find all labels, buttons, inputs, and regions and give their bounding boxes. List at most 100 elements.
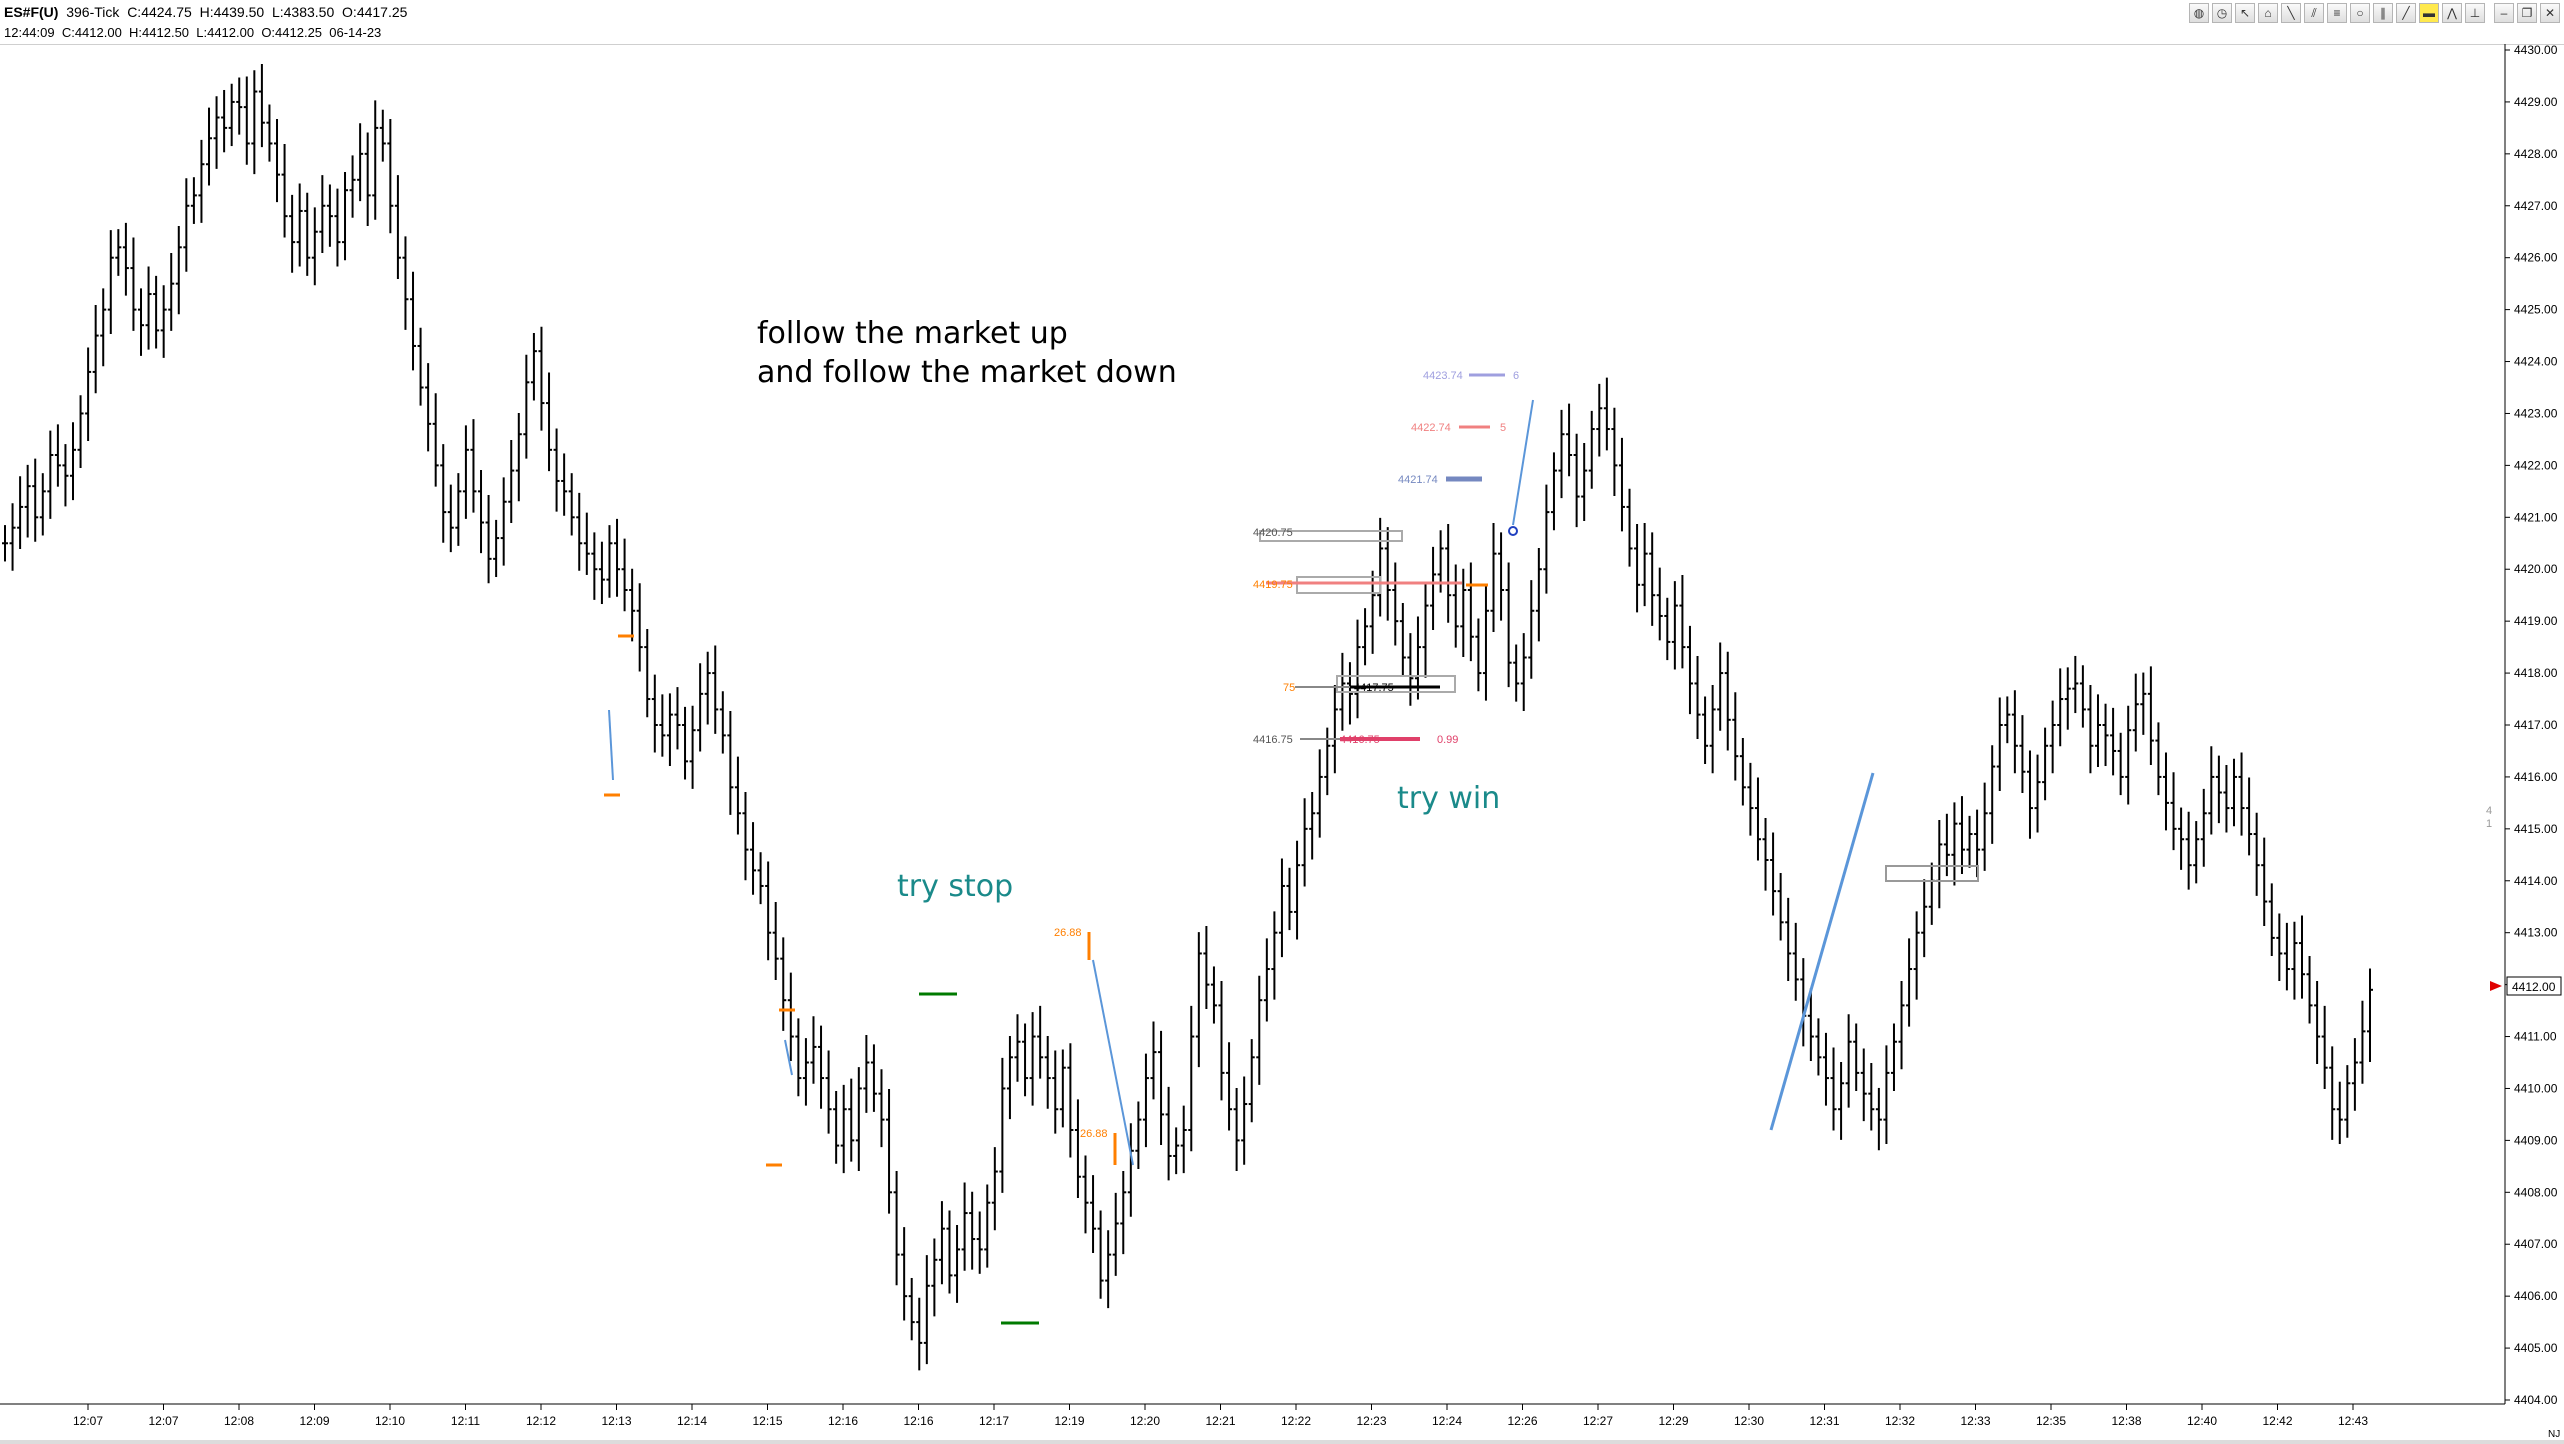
restore-icon[interactable]: ❐ [2517,3,2537,23]
minimize-icon[interactable]: – [2494,3,2514,23]
time-tick-label: 12:14 [677,1414,707,1428]
time-tick-label: 12:26 [1507,1414,1537,1428]
price-bar [2026,750,2033,839]
price-bar [1384,527,1391,621]
zigzag-icon[interactable]: ⋀ [2442,3,2462,23]
price-bar [1966,815,1973,868]
parallel-lines-icon[interactable]: ⫽ [2304,3,2324,23]
price-bar [1868,1063,1875,1131]
price-tick-label: 4421.00 [2514,510,2558,524]
price-bar [1921,879,1928,958]
annotation-follow-line2: and follow the market down [757,355,1177,390]
price-tick-label: 4430.00 [2514,43,2558,57]
price-tick-label: 4418.00 [2514,666,2558,680]
price-bar [651,674,658,753]
price-bar [2329,1046,2336,1140]
time-tick-label: 12:42 [2262,1414,2292,1428]
price-bar [1362,608,1369,666]
tag-icon[interactable]: ⌂ [2258,3,2278,23]
price-bar [228,83,235,147]
price-bar [734,756,741,835]
price-bar [1377,517,1384,617]
time-tick-label: 12:43 [2338,1414,2368,1428]
price-bar [1981,782,1988,871]
price-bar [1452,564,1459,648]
price-bar [1762,817,1769,891]
price-bar [568,473,575,536]
price-tick-label: 4410.00 [2514,1081,2558,1095]
price-bar [583,512,590,575]
price-bar [122,222,129,296]
price-bar [1407,633,1414,706]
price-bar [2359,1000,2366,1084]
ray-icon[interactable]: ╱ [2396,3,2416,23]
price-bar [485,494,492,584]
price-bar [508,439,515,524]
drawing-toolbar: ◍ ◷ ↖ ⌂ ╲ ⫽ ≡ ○ ∥ ╱ ▬ ⋀ ⊥ – ❐ ✕ [2189,3,2560,23]
price-bar [1324,727,1331,796]
highlight-icon[interactable]: ▬ [2419,3,2439,23]
price-bar [1807,988,1814,1061]
price-bar [780,937,787,1031]
price-bar [1014,1014,1021,1082]
price-bar [1928,862,1935,925]
price-bar [1346,662,1353,725]
price-bar [2223,764,2230,833]
price-bar [1037,1005,1044,1079]
price-bar [2253,812,2260,896]
clock-icon[interactable]: ◷ [2212,3,2232,23]
pin-icon[interactable]: ⊥ [2465,3,2485,23]
price-bar [394,175,401,279]
price-bar [1550,452,1557,531]
circle-icon[interactable]: ○ [2350,3,2370,23]
price-bar [2178,807,2185,870]
price-bar [251,70,258,175]
price-bar [1256,975,1263,1085]
price-bar [1792,922,1799,1001]
globe-icon[interactable]: ◍ [2189,3,2209,23]
price-bar [266,104,273,162]
price-bar [878,1069,885,1148]
price-bar [455,473,462,546]
price-bar [1830,1047,1837,1131]
time-tick-label: 12:32 [1885,1414,1915,1428]
value-0-99: 0.99 [1437,734,1458,746]
close-icon[interactable]: ✕ [2540,3,2560,23]
channel-icon[interactable]: ∥ [2373,3,2393,23]
price-bar [870,1044,877,1112]
line-icon[interactable]: ╲ [2281,3,2301,23]
price-bar [1278,858,1285,958]
bracket-box-4417 [1336,675,1456,693]
high-value: H:4439.50 [199,4,265,20]
open-value: O:4417.25 [342,4,408,20]
price-bar [1399,602,1406,676]
price-bar [47,430,54,519]
price-bar [1958,796,1965,875]
time-tick-label: 12:16 [828,1414,858,1428]
price-bar [2208,746,2215,835]
price-bar [168,253,175,331]
trade-markers [604,583,1488,1325]
price-bar [1059,1049,1066,1128]
price-bar [1664,597,1671,661]
price-bar [2110,707,2117,776]
price-bar [523,354,530,459]
price-bar [1853,1023,1860,1092]
price-bar [153,275,160,349]
price-bar [1634,524,1641,613]
price-bar [138,288,145,356]
time-tick-label: 12:07 [73,1414,103,1428]
price-bar [447,484,454,553]
price-bar [357,123,364,202]
cursor-icon[interactable]: ↖ [2235,3,2255,23]
price-bar [1890,1023,1897,1092]
price-bar [1241,1076,1248,1165]
annotation-try-win: try win [1397,781,1500,816]
price-bar [1898,980,1905,1070]
price-bar [462,425,469,519]
fib-icon[interactable]: ≡ [2327,3,2347,23]
price-bar [2298,915,2305,999]
price-bar [991,1147,998,1231]
price-bar [500,477,507,566]
